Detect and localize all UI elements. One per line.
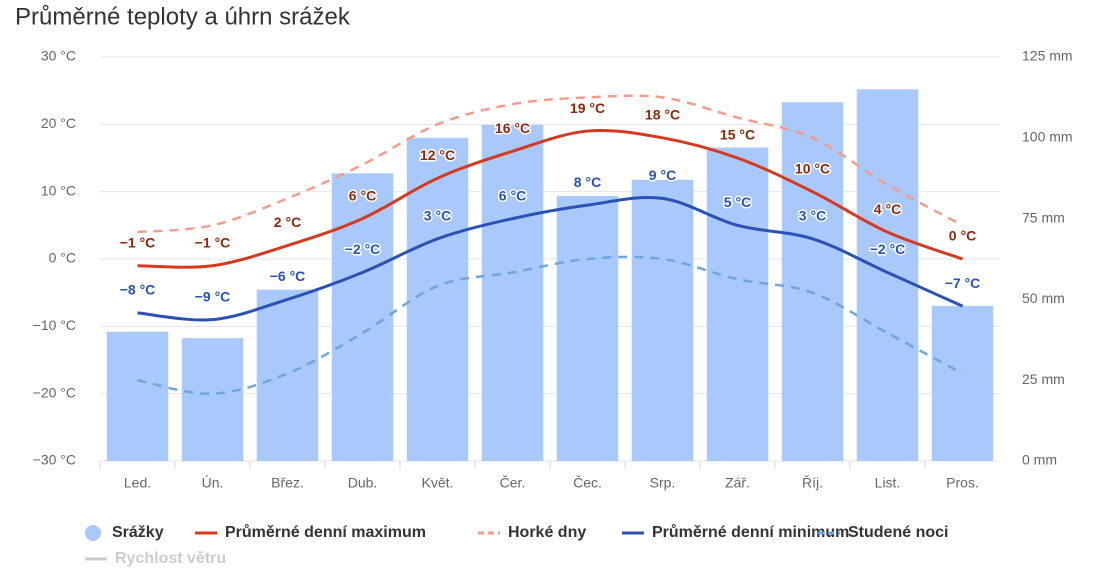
data-label: −9 °C	[195, 288, 231, 304]
data-label: −1 °C	[120, 234, 156, 250]
bar	[631, 179, 694, 462]
data-label: −2 °C	[870, 241, 906, 257]
bar	[406, 137, 469, 462]
line	[137, 196, 964, 322]
data-label: 5 °C	[724, 194, 751, 210]
data-label: 4 °C	[874, 201, 901, 217]
data-label: 19 °C	[570, 100, 605, 116]
data-label: 8 °C	[574, 174, 601, 190]
y-tick-label: −30 °C	[33, 452, 76, 468]
y-tick-label: 10 °C	[41, 182, 76, 198]
data-label: 16 °C	[495, 120, 530, 136]
y-tick-label: −20 °C	[33, 384, 76, 400]
line	[137, 94, 964, 234]
data-label: 15 °C	[720, 127, 755, 143]
y2-tick-label: 125 mm	[1022, 48, 1073, 64]
chart-title: Průměrné teploty a úhrn srážek	[15, 3, 351, 30]
data-label: −2 °C	[345, 241, 381, 257]
x-tick-label: Dub.	[348, 475, 378, 491]
legend-label[interactable]: Studené noci	[848, 524, 948, 541]
x-tick-label: Říj.	[802, 475, 823, 491]
data-label: 0 °C	[949, 228, 976, 244]
x-tick-label: Led.	[124, 475, 151, 491]
data-label: 6 °C	[349, 187, 376, 203]
y2-tick-label: 25 mm	[1022, 371, 1065, 387]
y-tick-label: −10 °C	[33, 317, 76, 333]
legend-label[interactable]: Průměrné denní minimum	[652, 524, 849, 541]
legend-label[interactable]: Rychlost větru	[115, 550, 226, 567]
x-tick-label: Ún.	[202, 475, 224, 491]
x-tick-label: Srp.	[650, 475, 676, 491]
x-tick-label: Čec.	[573, 475, 602, 491]
legend-symbol	[85, 525, 101, 541]
y2-tick-label: 100 mm	[1022, 129, 1073, 145]
data-label: −7 °C	[945, 275, 981, 291]
data-label: −1 °C	[195, 234, 231, 250]
data-label: −8 °C	[120, 282, 156, 298]
bar	[781, 102, 844, 462]
x-tick-label: Květ.	[422, 475, 454, 491]
y2-tick-label: 75 mm	[1022, 209, 1065, 225]
line	[137, 255, 964, 395]
bar	[256, 289, 319, 461]
bar	[331, 173, 394, 462]
x-tick-label: Čer.	[500, 475, 526, 491]
x-tick-label: Zář.	[725, 475, 750, 491]
line	[137, 128, 964, 269]
data-label: 3 °C	[424, 208, 451, 224]
bar	[706, 147, 769, 461]
data-label: 10 °C	[795, 160, 830, 176]
data-label: 18 °C	[645, 107, 680, 123]
data-label: 3 °C	[799, 208, 826, 224]
bar	[931, 305, 994, 461]
data-label: 12 °C	[420, 147, 455, 163]
y-tick-label: 30 °C	[41, 48, 76, 64]
bar	[556, 195, 619, 461]
legend-label[interactable]: Průměrné denní maximum	[225, 524, 426, 541]
data-label: 9 °C	[649, 167, 676, 183]
legend-label[interactable]: Srážky	[112, 524, 164, 541]
bar	[181, 338, 244, 461]
x-tick-label: Pros.	[946, 475, 979, 491]
bar	[106, 331, 169, 461]
data-label: 2 °C	[274, 214, 301, 230]
bar	[856, 89, 919, 461]
data-label: −6 °C	[270, 268, 306, 284]
data-label: 6 °C	[499, 187, 526, 203]
y-tick-label: 0 °C	[49, 250, 76, 266]
legend-label[interactable]: Horké dny	[508, 524, 586, 541]
y2-tick-label: 50 mm	[1022, 290, 1065, 306]
y2-tick-label: 0 mm	[1022, 452, 1057, 468]
y-tick-label: 20 °C	[41, 115, 76, 131]
x-tick-label: Břez.	[271, 475, 304, 491]
bar	[481, 124, 544, 461]
x-tick-label: List.	[875, 475, 901, 491]
